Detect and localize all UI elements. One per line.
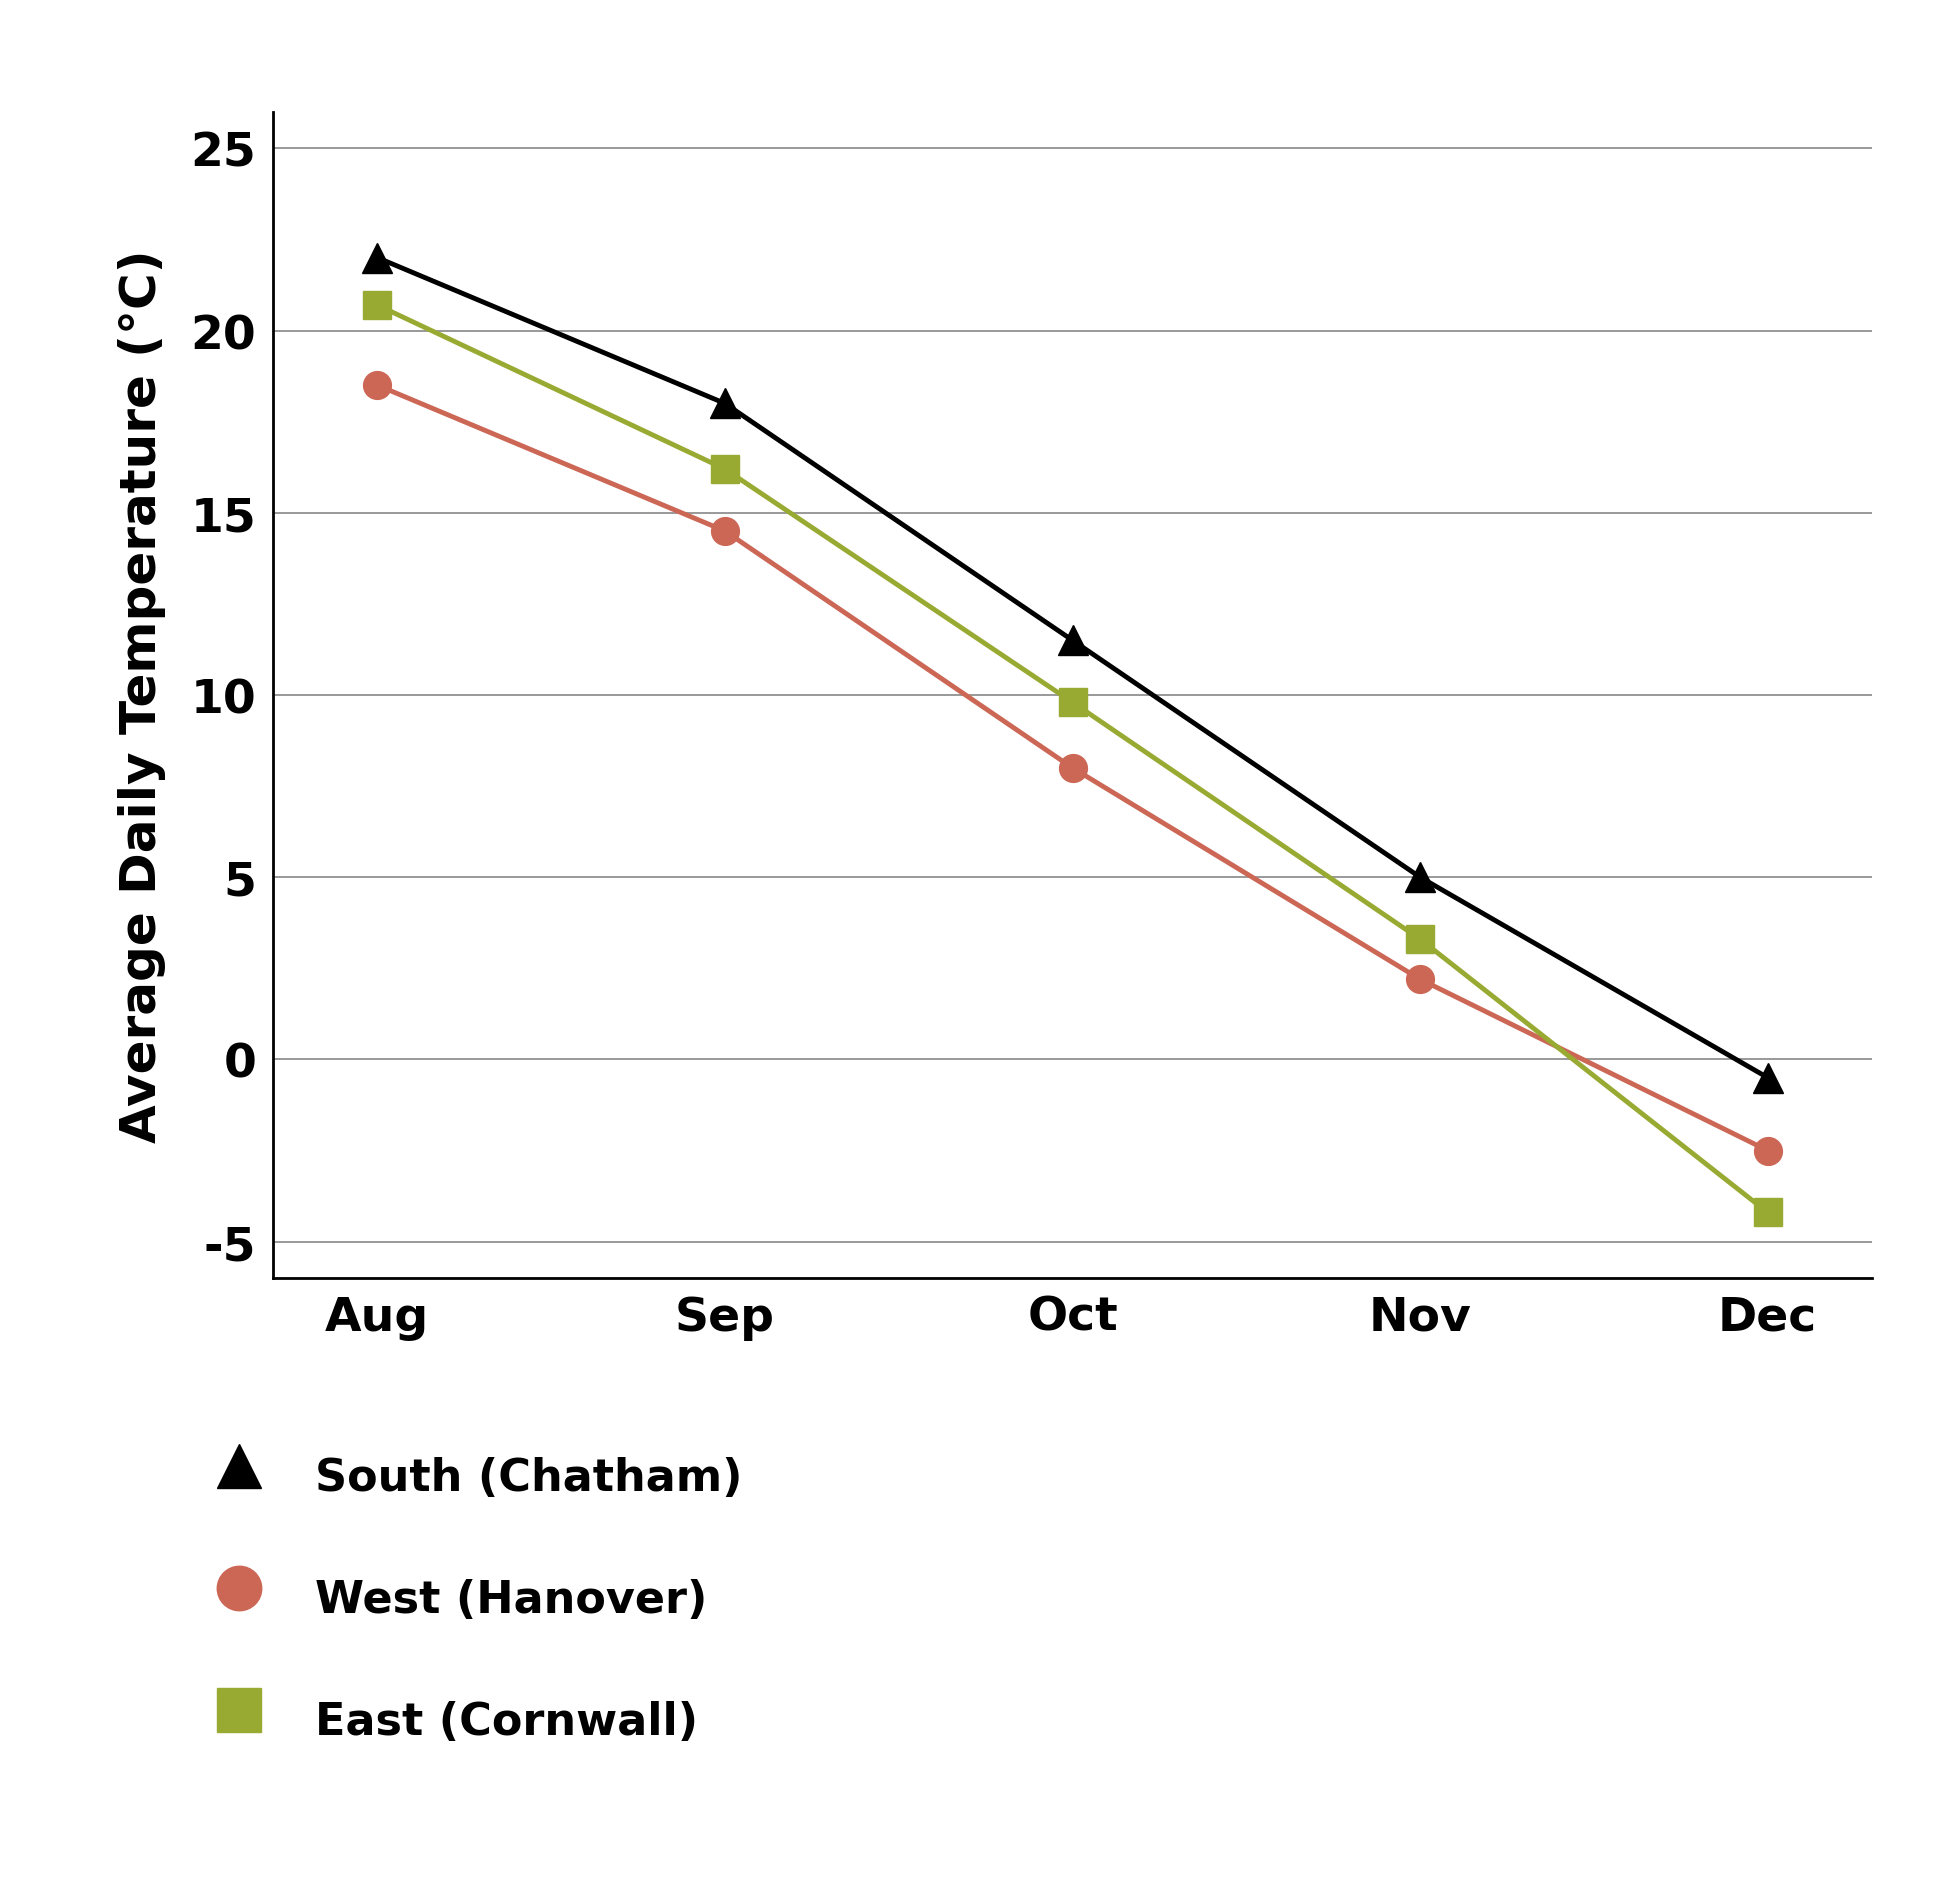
Line: East (Cornwall): East (Cornwall) (363, 291, 1782, 1228)
Legend: South (Chatham), West (Hanover), East (Cornwall): South (Chatham), West (Hanover), East (C… (216, 1442, 743, 1754)
South (Chatham) (1757, 1066, 1780, 1089)
East (Cornwall) (1408, 929, 1431, 951)
East (Cornwall) (365, 295, 388, 318)
South (Chatham) (365, 248, 388, 271)
South (Chatham) (714, 393, 737, 415)
East (Cornwall) (1757, 1201, 1780, 1224)
Line: West (Hanover): West (Hanover) (363, 372, 1782, 1166)
West (Hanover) (1757, 1139, 1780, 1162)
Y-axis label: Average Daily Temperature (°C): Average Daily Temperature (°C) (117, 248, 166, 1143)
West (Hanover) (1061, 758, 1084, 780)
East (Cornwall) (1061, 692, 1084, 714)
West (Hanover) (365, 374, 388, 397)
South (Chatham) (1061, 630, 1084, 652)
South (Chatham) (1408, 867, 1431, 889)
West (Hanover) (714, 521, 737, 543)
West (Hanover) (1408, 968, 1431, 991)
Line: South (Chatham): South (Chatham) (363, 243, 1782, 1094)
East (Cornwall) (714, 459, 737, 481)
